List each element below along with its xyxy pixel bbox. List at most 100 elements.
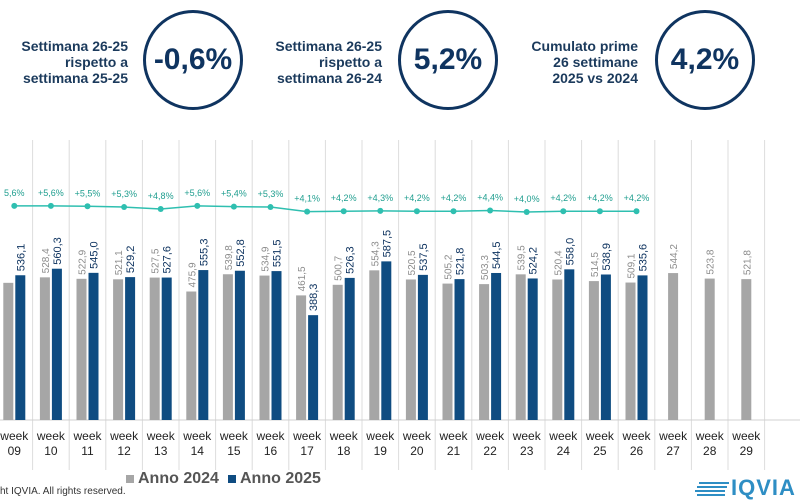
bar-2024 xyxy=(479,284,490,420)
growth-point xyxy=(47,202,54,209)
x-tick-label: 21 xyxy=(447,444,461,458)
data-label-2024: 554,3 xyxy=(370,241,381,266)
x-tick-label: 09 xyxy=(8,444,22,458)
x-tick-label: 24 xyxy=(557,444,571,458)
x-tick-label: week xyxy=(72,429,102,443)
bar-2025 xyxy=(234,270,245,420)
bar-2024 xyxy=(704,278,715,420)
x-tick-label: week xyxy=(109,429,139,443)
bar-2025 xyxy=(198,270,209,420)
growth-point xyxy=(157,205,164,212)
growth-label: +5,4% xyxy=(221,189,247,199)
data-label-2025: 551,5 xyxy=(272,240,284,268)
growth-label: +4,1% xyxy=(294,194,320,204)
bar-2024 xyxy=(668,273,679,420)
bar-2024 xyxy=(3,282,14,420)
data-label-2024: 475,9 xyxy=(187,262,198,287)
iqvia-logo: IQVIA xyxy=(695,476,799,500)
data-label-2025: 555,3 xyxy=(198,239,210,267)
data-label-2025: 558,0 xyxy=(564,238,576,266)
bar-2025 xyxy=(344,277,355,420)
bar-2024 xyxy=(332,284,343,420)
x-tick-label: 18 xyxy=(337,444,351,458)
growth-point xyxy=(230,203,237,210)
growth-label: +5,6% xyxy=(184,188,210,198)
growth-point xyxy=(450,208,457,215)
growth-label: +4,2% xyxy=(587,193,613,203)
growth-label: +4,8% xyxy=(148,191,174,201)
x-tick-label: 13 xyxy=(154,444,168,458)
bar-2024 xyxy=(588,281,599,420)
bar-2025 xyxy=(637,275,648,420)
x-tick-label: week xyxy=(402,429,432,443)
data-label-2024: 521,8 xyxy=(742,250,753,275)
growth-label: +5,5% xyxy=(75,188,101,198)
copyright-text: ht IQVIA. All rights reserved. xyxy=(0,486,126,497)
legend-label-2024: Anno 2024 xyxy=(138,470,219,487)
data-label-2025: 521,8 xyxy=(455,248,467,276)
growth-point xyxy=(560,208,567,215)
bar-2025 xyxy=(527,278,538,420)
legend-swatch-2025 xyxy=(228,475,236,483)
kpi-circle-weekly-vs-previous-week: -0,6% xyxy=(143,10,243,110)
bar-2025 xyxy=(125,277,136,420)
bar-2025 xyxy=(51,268,62,420)
data-label-2025: 529,2 xyxy=(125,246,137,274)
growth-point xyxy=(121,204,128,211)
bar-2025 xyxy=(88,272,99,420)
bar-2025 xyxy=(271,271,282,420)
data-label-2024: 522,9 xyxy=(78,249,89,274)
x-tick-label: week xyxy=(621,429,651,443)
legend-label-2025: Anno 2025 xyxy=(240,470,321,487)
data-label-2025: 537,5 xyxy=(418,243,430,271)
x-tick-label: 28 xyxy=(703,444,717,458)
legend: Anno 2024 Anno 2025 xyxy=(0,470,800,490)
bar-2025 xyxy=(15,275,26,420)
growth-label: +4,0% xyxy=(514,194,540,204)
x-tick-label: 16 xyxy=(264,444,278,458)
x-tick-label: 19 xyxy=(374,444,388,458)
kpi-label-line: 2025 vs 2024 xyxy=(552,70,638,86)
kpi-label-weekly-vs-previous-week: Settimana 26-25 rispetto a settimana 25-… xyxy=(8,38,128,86)
bar-2024 xyxy=(149,277,160,420)
data-label-2024: 523,8 xyxy=(706,249,717,274)
data-label-2025: 524,2 xyxy=(528,247,540,275)
x-tick-label: week xyxy=(731,429,761,443)
x-tick-label: 23 xyxy=(520,444,534,458)
bar-2024 xyxy=(625,282,636,420)
data-label-2025: 535,6 xyxy=(638,244,650,272)
kpi-label-line: settimana 26-24 xyxy=(276,70,382,86)
data-label-2025: 538,9 xyxy=(601,243,613,271)
growth-point xyxy=(413,208,420,215)
data-label-2024: 539,8 xyxy=(224,245,235,270)
x-tick-label: 29 xyxy=(740,444,754,458)
bar-2024 xyxy=(369,270,380,420)
x-tick-label: week xyxy=(182,429,212,443)
growth-label: +4,2% xyxy=(441,193,467,203)
x-tick-label: 10 xyxy=(44,444,58,458)
bar-2025 xyxy=(381,261,392,420)
growth-point xyxy=(194,202,201,209)
bar-2025 xyxy=(600,274,611,420)
growth-label: +5,6% xyxy=(38,188,64,198)
x-tick-label: week xyxy=(329,429,359,443)
kpi-label-line: rispetto a xyxy=(318,54,382,70)
bar-2024 xyxy=(552,279,563,420)
kpi-value: 5,2% xyxy=(413,43,483,76)
kpi-label-cumulative: Cumulato prime 26 settimane 2025 vs 2024 xyxy=(518,38,638,86)
growth-point xyxy=(487,207,494,214)
bar-2025 xyxy=(491,272,502,420)
legend-swatch-2024 xyxy=(126,475,134,483)
data-label-2025: 587,5 xyxy=(381,230,393,258)
data-label-2024: 514,5 xyxy=(590,252,601,277)
bar-2024 xyxy=(222,274,233,420)
x-tick-label: 20 xyxy=(410,444,424,458)
growth-label: +4,2% xyxy=(404,193,430,203)
x-tick-label: 14 xyxy=(191,444,205,458)
growth-label: +4,2% xyxy=(550,193,576,203)
kpi-label-weekly-vs-last-year: Settimana 26-25 rispetto a settimana 26-… xyxy=(262,38,382,86)
growth-label: +5,3% xyxy=(258,189,284,199)
logo-wordmark: IQVIA xyxy=(731,475,796,500)
bar-2024 xyxy=(442,283,453,420)
x-tick-label: week xyxy=(219,429,249,443)
